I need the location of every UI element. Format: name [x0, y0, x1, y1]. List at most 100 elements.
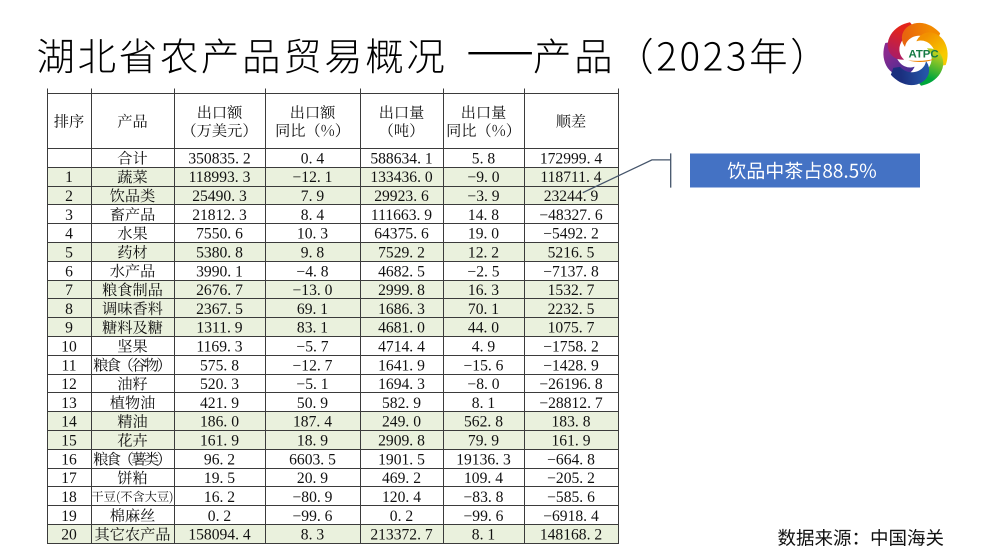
- svg-text:7550. 6: 7550. 6: [196, 226, 243, 243]
- svg-text:−8. 0: −8. 0: [467, 376, 499, 393]
- svg-text:582. 9: 582. 9: [382, 395, 421, 412]
- svg-text:120. 4: 120. 4: [382, 489, 421, 506]
- svg-text:16: 16: [61, 451, 77, 468]
- svg-text:1311. 9: 1311. 9: [196, 320, 242, 337]
- svg-text:187. 4: 187. 4: [293, 414, 332, 431]
- svg-text:96. 2: 96. 2: [204, 451, 235, 468]
- svg-text:2367. 5: 2367. 5: [196, 301, 243, 318]
- svg-text:69. 1: 69. 1: [297, 301, 328, 318]
- svg-text:−5. 1: −5. 1: [296, 376, 328, 393]
- svg-text:−12. 7: −12. 7: [293, 357, 333, 374]
- svg-text:23244. 9: 23244. 9: [544, 188, 599, 205]
- svg-text:17: 17: [61, 470, 77, 487]
- svg-text:421. 9: 421. 9: [200, 395, 239, 412]
- svg-text:7. 9: 7. 9: [301, 188, 325, 205]
- svg-text:19. 5: 19. 5: [204, 470, 235, 487]
- svg-text:−48327. 6: −48327. 6: [539, 207, 603, 224]
- svg-text:118993. 3: 118993. 3: [189, 169, 251, 186]
- svg-text:16. 3: 16. 3: [468, 282, 499, 299]
- svg-text:−15. 6: −15. 6: [464, 357, 504, 374]
- svg-text:79. 9: 79. 9: [468, 433, 499, 450]
- svg-text:1: 1: [65, 169, 73, 186]
- svg-text:161. 9: 161. 9: [552, 433, 591, 450]
- svg-text:8: 8: [65, 301, 73, 318]
- svg-text:−9. 0: −9. 0: [467, 169, 499, 186]
- svg-text:0. 2: 0. 2: [208, 508, 231, 525]
- svg-text:2676. 7: 2676. 7: [196, 282, 243, 299]
- svg-text:44. 0: 44. 0: [468, 320, 499, 337]
- svg-text:11: 11: [61, 357, 76, 374]
- svg-text:1641. 9: 1641. 9: [378, 357, 425, 374]
- svg-text:−3. 9: −3. 9: [467, 188, 499, 205]
- svg-text:5: 5: [65, 245, 73, 262]
- svg-text:172999. 4: 172999. 4: [540, 150, 603, 167]
- svg-text:20. 9: 20. 9: [297, 470, 328, 487]
- svg-text:5. 8: 5. 8: [472, 150, 496, 167]
- svg-text:2: 2: [65, 188, 73, 205]
- svg-text:7: 7: [65, 282, 73, 299]
- svg-text:2909. 8: 2909. 8: [378, 433, 425, 450]
- svg-text:10: 10: [61, 339, 77, 356]
- svg-text:4. 9: 4. 9: [472, 339, 496, 356]
- svg-text:14. 8: 14. 8: [468, 207, 499, 224]
- svg-text:6603. 5: 6603. 5: [289, 451, 336, 468]
- svg-text:186. 0: 186. 0: [200, 414, 239, 431]
- svg-text:16. 2: 16. 2: [204, 489, 235, 506]
- svg-text:18. 9: 18. 9: [297, 433, 328, 450]
- svg-text:6: 6: [65, 263, 73, 280]
- svg-text:520. 3: 520. 3: [200, 376, 239, 393]
- svg-text:ATPC: ATPC: [908, 49, 938, 61]
- svg-text:213372. 7: 213372. 7: [370, 527, 433, 544]
- svg-text:249. 0: 249. 0: [382, 414, 421, 431]
- svg-text:118711. 4: 118711. 4: [540, 169, 601, 186]
- svg-text:9. 8: 9. 8: [301, 245, 325, 262]
- svg-text:13: 13: [61, 395, 77, 412]
- svg-text:12: 12: [61, 376, 77, 393]
- svg-text:64375. 6: 64375. 6: [374, 226, 429, 243]
- svg-text:−7137. 8: −7137. 8: [543, 263, 599, 280]
- svg-text:8. 3: 8. 3: [301, 527, 325, 544]
- svg-text:0. 2: 0. 2: [390, 508, 413, 525]
- svg-text:1694. 3: 1694. 3: [378, 376, 425, 393]
- svg-text:19136. 3: 19136. 3: [456, 451, 511, 468]
- svg-text:350835. 2: 350835. 2: [188, 150, 250, 167]
- svg-text:−664. 8: −664. 8: [547, 451, 595, 468]
- svg-text:19. 0: 19. 0: [468, 226, 499, 243]
- svg-text:3: 3: [65, 207, 73, 224]
- svg-text:2232. 5: 2232. 5: [548, 301, 595, 318]
- svg-text:−80. 9: −80. 9: [293, 489, 333, 506]
- svg-text:575. 8: 575. 8: [200, 357, 239, 374]
- svg-text:−26196. 8: −26196. 8: [539, 376, 603, 393]
- svg-text:20: 20: [61, 527, 77, 544]
- svg-text:4: 4: [65, 226, 73, 243]
- svg-text:469. 2: 469. 2: [382, 470, 421, 487]
- svg-text:21812. 3: 21812. 3: [192, 207, 247, 224]
- svg-text:8. 1: 8. 1: [472, 395, 495, 412]
- svg-text:111663. 9: 111663. 9: [371, 207, 432, 224]
- svg-text:8. 4: 8. 4: [301, 207, 325, 224]
- svg-text:3990. 1: 3990. 1: [196, 263, 243, 280]
- svg-text:4714. 4: 4714. 4: [378, 339, 425, 356]
- svg-text:−12. 1: −12. 1: [293, 169, 333, 186]
- svg-text:10. 3: 10. 3: [297, 226, 328, 243]
- svg-text:−99. 6: −99. 6: [293, 508, 333, 525]
- svg-text:29923. 6: 29923. 6: [374, 188, 429, 205]
- svg-text:−1758. 2: −1758. 2: [543, 339, 599, 356]
- svg-text:8. 1: 8. 1: [472, 527, 495, 544]
- svg-text:50. 9: 50. 9: [297, 395, 328, 412]
- svg-text:−13. 0: −13. 0: [293, 282, 333, 299]
- svg-text:1169. 3: 1169. 3: [196, 339, 242, 356]
- svg-text:−1428. 9: −1428. 9: [543, 357, 599, 374]
- svg-text:25490. 3: 25490. 3: [192, 188, 247, 205]
- svg-text:7529. 2: 7529. 2: [378, 245, 425, 262]
- svg-text:183. 8: 183. 8: [552, 414, 591, 431]
- svg-text:161. 9: 161. 9: [200, 433, 239, 450]
- svg-text:588634. 1: 588634. 1: [370, 150, 432, 167]
- svg-text:1075. 7: 1075. 7: [548, 320, 595, 337]
- svg-text:0. 4: 0. 4: [301, 150, 325, 167]
- svg-text:4682. 5: 4682. 5: [378, 263, 425, 280]
- svg-text:−585. 6: −585. 6: [547, 489, 595, 506]
- svg-text:83. 1: 83. 1: [297, 320, 328, 337]
- svg-text:1532. 7: 1532. 7: [548, 282, 595, 299]
- svg-text:158094. 4: 158094. 4: [188, 527, 251, 544]
